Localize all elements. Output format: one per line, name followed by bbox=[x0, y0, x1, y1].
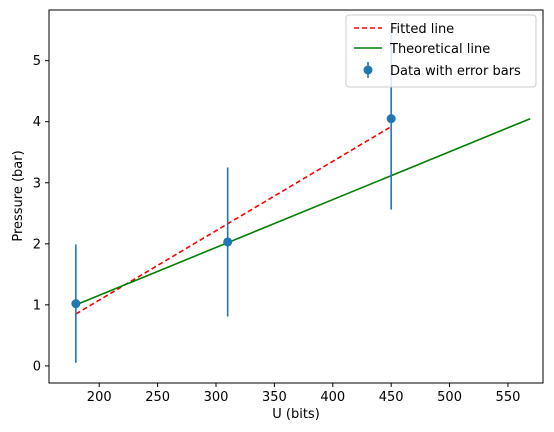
y-tick-label: 1 bbox=[33, 298, 41, 313]
x-tick-label: 400 bbox=[320, 390, 345, 405]
data-point bbox=[223, 237, 233, 247]
x-tick-label: 450 bbox=[379, 390, 404, 405]
legend-swatch-errorbar-marker bbox=[363, 65, 373, 75]
y-tick-label: 3 bbox=[33, 176, 41, 191]
legend: Fitted line Theoretical line Data with e… bbox=[345, 14, 537, 88]
legend-label-fitted-line: Fitted line bbox=[390, 22, 454, 37]
x-axis: 200 250 300 350 400 450 500 550 bbox=[87, 383, 521, 405]
x-tick-label: 350 bbox=[262, 390, 287, 405]
legend-label-theoretical-line: Theoretical line bbox=[389, 42, 490, 57]
x-tick-label: 200 bbox=[87, 390, 112, 405]
plot-frame bbox=[48, 9, 544, 384]
y-axis: 0 1 2 3 4 5 bbox=[33, 54, 49, 374]
legend-label-data-with-error-bars: Data with error bars bbox=[390, 64, 521, 79]
x-tick-label: 250 bbox=[145, 390, 170, 405]
x-axis-label: U (bits) bbox=[272, 407, 320, 422]
series-theoretical-line bbox=[75, 117, 531, 306]
y-tick-label: 4 bbox=[33, 115, 41, 130]
y-tick-label: 0 bbox=[33, 359, 41, 374]
x-tick-label: 300 bbox=[204, 390, 229, 405]
y-axis-label: Pressure (bar) bbox=[11, 150, 26, 241]
series-fitted-line bbox=[75, 125, 392, 315]
plot-area bbox=[71, 27, 531, 363]
y-tick-label: 5 bbox=[33, 54, 41, 69]
data-point bbox=[71, 299, 81, 309]
x-tick-label: 500 bbox=[437, 390, 462, 405]
x-tick-label: 550 bbox=[496, 390, 521, 405]
y-tick-label: 2 bbox=[33, 237, 41, 252]
legend-box bbox=[345, 14, 537, 88]
data-point bbox=[386, 114, 396, 124]
